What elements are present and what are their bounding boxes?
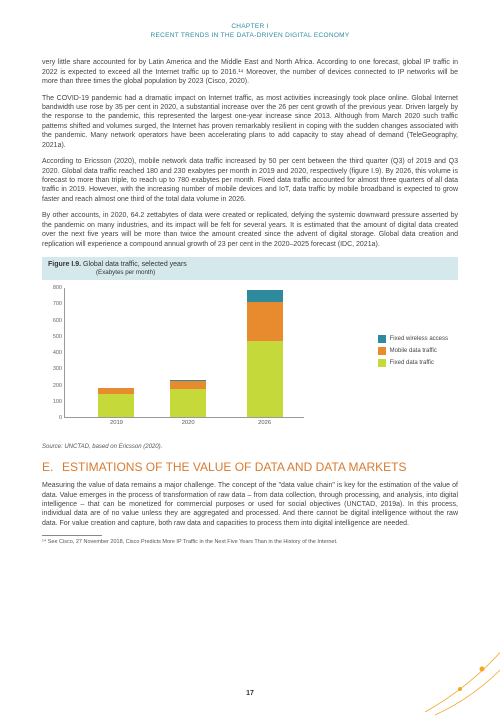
- paragraph-2: The COVID-19 pandemic had a dramatic imp…: [42, 94, 458, 151]
- legend-label: Mobile data traffic: [390, 348, 437, 354]
- legend-item: Mobile data traffic: [378, 347, 448, 355]
- footnote-text: See Cisco, 27 November 2018, Cisco Predi…: [48, 539, 338, 545]
- legend-item: Fixed wireless access: [378, 335, 448, 343]
- bar-group: 2026: [247, 290, 283, 417]
- y-tick-label: 400: [53, 350, 62, 356]
- legend-swatch: [378, 359, 386, 367]
- chart-inner: 0100200300400500600700800 201920202026: [64, 288, 304, 418]
- bar-segment: [170, 381, 206, 390]
- footnote-14: ¹⁴ See Cisco, 27 November 2018, Cisco Pr…: [42, 539, 458, 546]
- bar-group: 2020: [170, 380, 206, 417]
- paragraph-1: very little share accounted for by Latin…: [42, 58, 458, 86]
- legend-swatch: [378, 347, 386, 355]
- plot-area: 2019 2020 2026: [64, 288, 304, 418]
- section-paragraph: Measuring the value of data remains a ma…: [42, 481, 458, 528]
- page-number: 17: [0, 690, 500, 697]
- chart-area: 0 100 200 300 400 500 600 700 800 2019 2020 2026 F…: [42, 280, 458, 440]
- x-axis-label: 2019: [98, 420, 134, 426]
- section-letter: E.: [42, 460, 62, 474]
- paragraph-3: According to Ericsson (2020), mobile net…: [42, 157, 458, 204]
- x-axis-label: 2020: [170, 420, 206, 426]
- chapter-number: CHAPTER I: [42, 22, 458, 31]
- paragraph-4: By other accounts, in 2020, 64.2 zettaby…: [42, 211, 458, 249]
- footnote-rule: [42, 535, 102, 536]
- x-axis-label: 2026: [247, 420, 283, 426]
- y-tick-label: 700: [53, 301, 62, 307]
- footnote-marker: ¹⁴: [42, 539, 46, 545]
- corner-decoration: [420, 627, 500, 717]
- bar-segment: [247, 302, 283, 341]
- figure-title-bar: Figure I.9. Global data traffic, selecte…: [42, 257, 458, 280]
- figure-number: Figure I.9.: [48, 261, 81, 268]
- legend-label: Fixed wireless access: [390, 336, 448, 342]
- bar-segment: [170, 389, 206, 417]
- bar-segment: [247, 341, 283, 417]
- bar-segment: [247, 290, 283, 301]
- figure-source: Source: UNCTAD, based on Ericsson (2020)…: [42, 444, 458, 450]
- legend-swatch: [378, 335, 386, 343]
- section-heading-e: E. ESTIMATIONS OF THE VALUE OF DATA AND …: [42, 460, 458, 474]
- legend-label: Fixed data traffic: [390, 360, 434, 366]
- chapter-header: CHAPTER I RECENT TRENDS IN THE DATA-DRIV…: [42, 22, 458, 40]
- figure-subtitle: (Exabytes per month): [96, 269, 452, 276]
- y-tick-label: 100: [53, 399, 62, 405]
- y-tick-label: 0: [59, 415, 62, 421]
- y-tick-label: 200: [53, 383, 62, 389]
- y-tick-label: 800: [53, 285, 62, 291]
- y-axis: 0 100 200 300 400 500 600 700 800: [46, 288, 64, 418]
- y-tick-label: 500: [53, 334, 62, 340]
- figure-i9: Figure I.9. Global data traffic, selecte…: [42, 257, 458, 440]
- legend-item: Fixed data traffic: [378, 359, 448, 367]
- chart-legend: Fixed wireless access Mobile data traffic…: [378, 335, 448, 371]
- section-title: ESTIMATIONS OF THE VALUE OF DATA AND DAT…: [62, 460, 407, 474]
- bar-segment: [98, 394, 134, 417]
- y-tick-label: 300: [53, 366, 62, 372]
- chapter-title: RECENT TRENDS IN THE DATA-DRIVEN DIGITAL…: [42, 31, 458, 40]
- y-tick-label: 600: [53, 318, 62, 324]
- figure-title: Global data traffic, selected years: [83, 261, 187, 268]
- page-content: CHAPTER I RECENT TRENDS IN THE DATA-DRIV…: [0, 0, 500, 564]
- bar-group: 2019: [98, 388, 134, 417]
